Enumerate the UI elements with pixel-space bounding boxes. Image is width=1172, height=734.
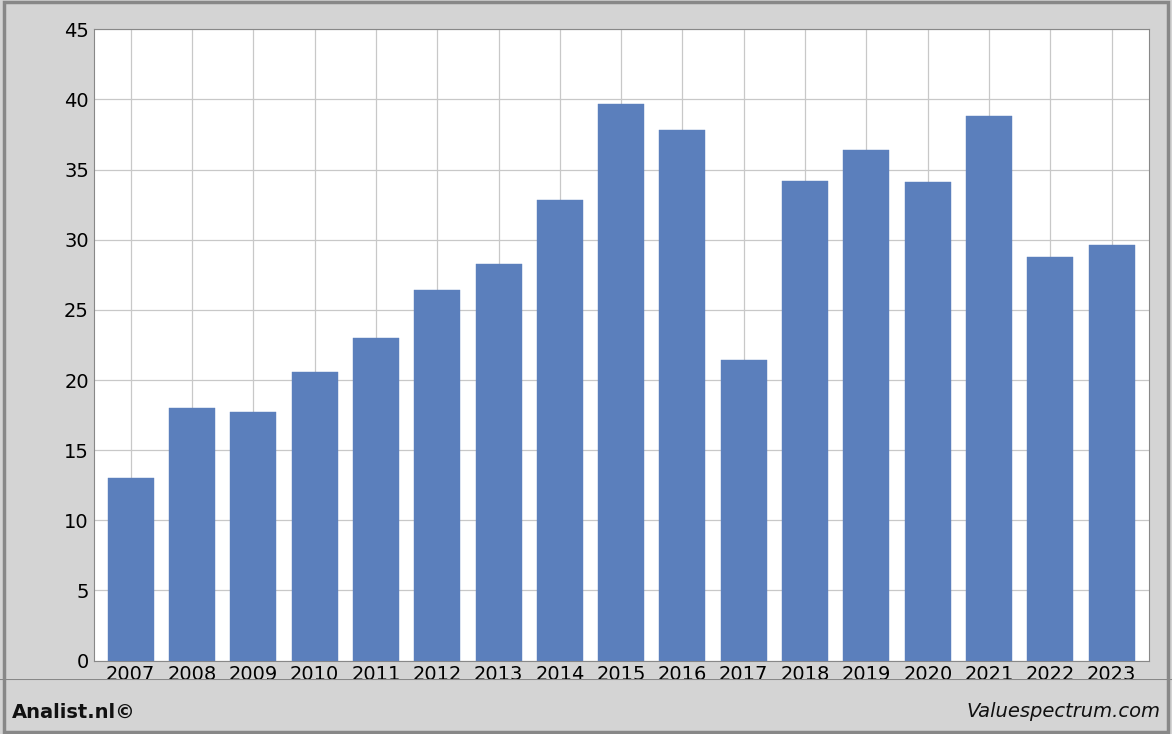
Bar [230,413,277,661]
Bar [353,338,398,661]
Bar [905,182,950,661]
Bar [1028,257,1074,661]
Bar [108,479,154,661]
Bar [292,371,338,661]
Text: Valuespectrum.com: Valuespectrum.com [966,702,1160,722]
Bar [414,290,461,661]
Bar [476,264,522,661]
Bar [537,200,582,661]
Bar [169,408,214,661]
Bar [660,131,706,661]
Bar [966,116,1013,661]
Bar [721,360,766,661]
Text: Analist.nl©: Analist.nl© [12,702,136,722]
Bar [598,103,645,661]
Bar [1089,245,1134,661]
Bar [844,150,890,661]
Bar [782,181,829,661]
